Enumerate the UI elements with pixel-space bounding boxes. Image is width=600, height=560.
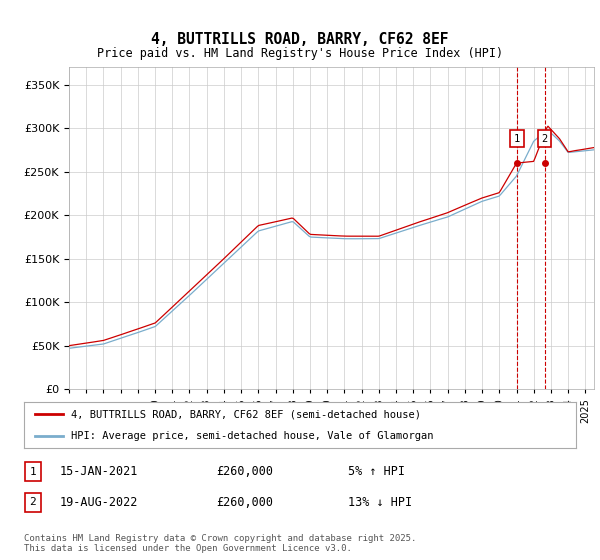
Text: 19-AUG-2022: 19-AUG-2022 [60,496,139,509]
Text: 2: 2 [29,497,37,507]
Text: 13% ↓ HPI: 13% ↓ HPI [348,496,412,509]
Text: Price paid vs. HM Land Registry's House Price Index (HPI): Price paid vs. HM Land Registry's House … [97,47,503,60]
Text: 15-JAN-2021: 15-JAN-2021 [60,465,139,478]
Text: 1: 1 [514,134,520,143]
Text: 5% ↑ HPI: 5% ↑ HPI [348,465,405,478]
Text: 1: 1 [29,466,37,477]
Text: £260,000: £260,000 [216,496,273,509]
Text: £260,000: £260,000 [216,465,273,478]
Text: 4, BUTTRILLS ROAD, BARRY, CF62 8EF: 4, BUTTRILLS ROAD, BARRY, CF62 8EF [151,32,449,48]
Text: 4, BUTTRILLS ROAD, BARRY, CF62 8EF (semi-detached house): 4, BUTTRILLS ROAD, BARRY, CF62 8EF (semi… [71,409,421,419]
Text: HPI: Average price, semi-detached house, Vale of Glamorgan: HPI: Average price, semi-detached house,… [71,431,433,441]
Text: Contains HM Land Registry data © Crown copyright and database right 2025.
This d: Contains HM Land Registry data © Crown c… [24,534,416,553]
Text: 2: 2 [541,134,548,143]
